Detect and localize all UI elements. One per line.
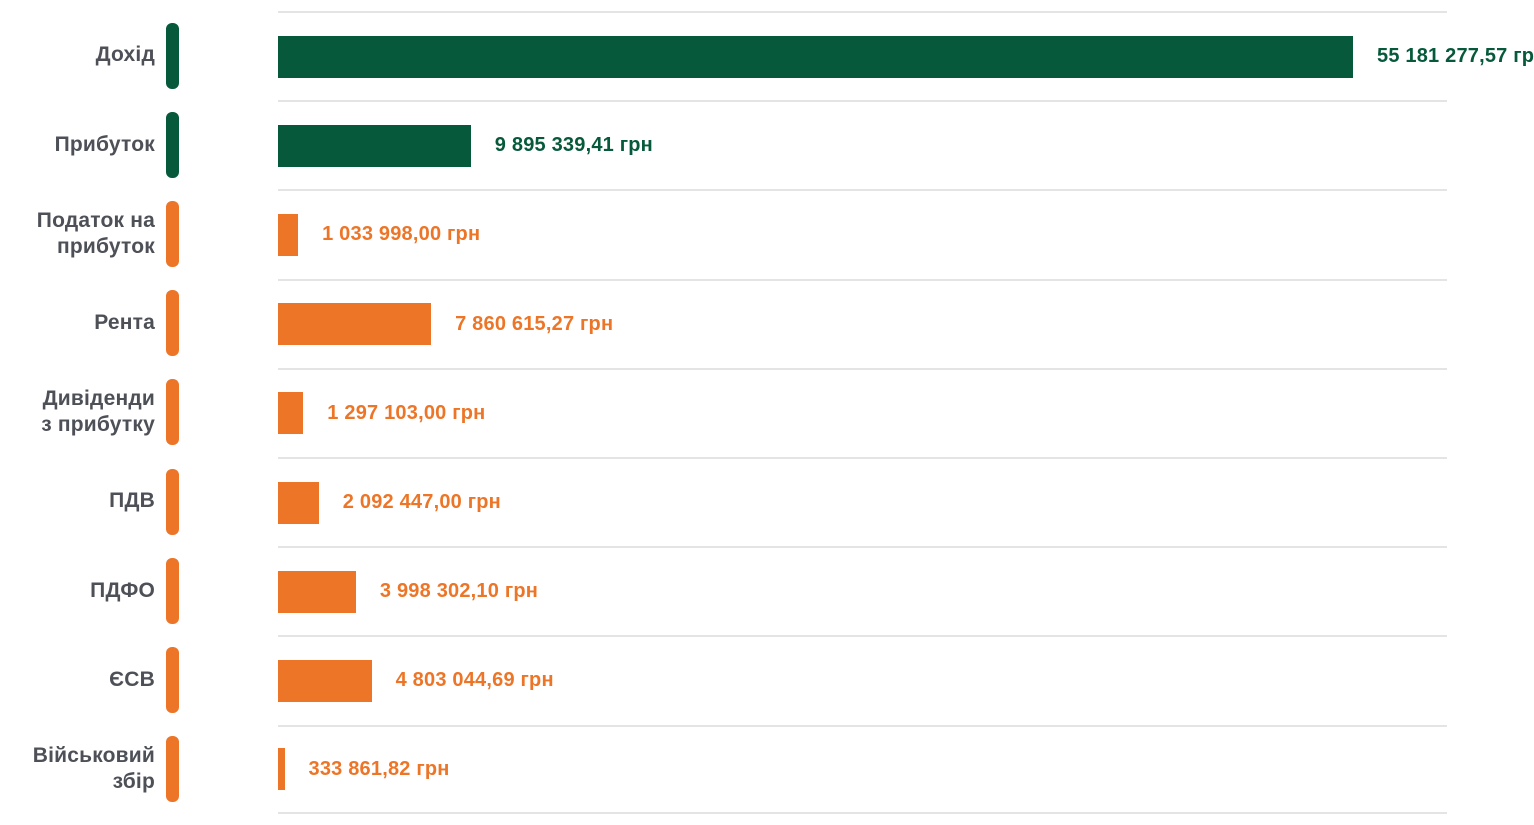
category-label-line: збір [112,770,155,794]
chart-row: Дохід 55 181 277,57 грн [0,11,1534,100]
category-label: Рента [0,279,155,368]
chart-row: Військовий збір 333 861,82 грн [0,724,1534,814]
value-bar[interactable] [278,570,356,613]
category-label: Податок на прибуток [0,189,155,278]
row-plot-area: 333 861,82 грн [278,724,1447,814]
category-tick-mark [166,468,179,535]
tick-cell [166,189,179,278]
value-bar[interactable] [278,35,1353,78]
row-plot-area: 3 998 302,10 грн [278,546,1447,635]
tick-cell [166,457,179,546]
row-plot-area: 1 033 998,00 грн [278,189,1447,278]
tick-cell [166,11,179,100]
value-bar[interactable] [278,659,372,702]
tick-cell [166,279,179,368]
category-label-line: Податок на [36,208,155,232]
category-label: Прибуток [0,100,155,189]
category-label-line: Військовий [32,743,155,767]
value-bar[interactable] [278,124,471,167]
tick-cell [166,546,179,635]
row-plot-area: 7 860 615,27 грн [278,278,1447,368]
chart-rows: Дохід 55 181 277,57 грн Прибуток 9 895 3… [0,11,1534,814]
value-label: 9 895 339,41 грн [494,134,653,157]
chart-row: ПДВ 2 092 447,00 грн [0,456,1534,546]
row-plot-area: 1 297 103,00 грн [278,367,1447,457]
tick-cell [166,100,179,189]
value-label: 3 998 302,10 грн [379,580,539,603]
value-label: 1 297 103,00 грн [327,401,486,424]
value-label: 7 860 615,27 грн [455,312,614,335]
category-label: ПДВ [0,457,155,546]
category-label: ЄСВ [0,635,155,724]
row-plot-area: 4 803 044,69 грн [278,635,1447,724]
chart-row: Прибуток 9 895 339,41 грн [0,100,1534,189]
category-label-line: ЄСВ [109,667,155,691]
value-label: 1 033 998,00 грн [322,223,481,246]
category-label: Дохід [0,11,155,100]
tick-cell [166,368,179,457]
chart-row: Дивіденди з прибутку 1 297 103,00 грн [0,367,1534,457]
category-label-line: ПДФО [90,578,155,602]
value-bar[interactable] [278,303,432,346]
category-tick-mark [166,646,179,713]
category-tick-mark [166,200,179,267]
tick-cell [166,635,179,724]
category-tick-mark [166,111,179,178]
value-label: 4 803 044,69 грн [395,669,554,692]
category-label-line: Дивіденди [42,387,155,411]
category-label-line: Дохід [95,43,155,67]
value-bar[interactable] [278,392,304,435]
category-label-line: Прибуток [54,132,155,156]
category-label: Дивіденди з прибутку [0,368,155,457]
chart-row: ПДФО 3 998 302,10 грн [0,546,1534,635]
value-label: 2 092 447,00 грн [342,491,501,514]
value-bar[interactable] [278,748,285,791]
category-tick-mark [166,736,179,803]
category-tick-mark [166,379,179,446]
category-label-line: з прибутку [41,413,155,437]
category-tick-mark [166,290,179,357]
row-plot-area: 55 181 277,57 грн [278,11,1534,100]
tick-cell [166,725,179,814]
category-label: ПДФО [0,546,155,635]
category-tick-mark [166,22,179,89]
value-bar[interactable] [278,481,319,524]
row-plot-area: 2 092 447,00 грн [278,456,1447,546]
chart-row: Податок на прибуток 1 033 998,00 грн [0,189,1534,278]
chart-row: Рента 7 860 615,27 грн [0,278,1534,368]
value-label: 55 181 277,57 грн [1377,45,1534,68]
category-label-line: прибуток [57,234,155,258]
value-label: 333 861,82 грн [308,757,450,780]
row-plot-area: 9 895 339,41 грн [278,100,1447,189]
value-bar[interactable] [278,213,299,256]
category-tick-mark [166,557,179,624]
category-label-line: ПДВ [109,489,155,513]
category-label-line: Рента [94,311,155,335]
category-label: Військовий збір [0,725,155,814]
chart-row: ЄСВ 4 803 044,69 грн [0,635,1534,724]
